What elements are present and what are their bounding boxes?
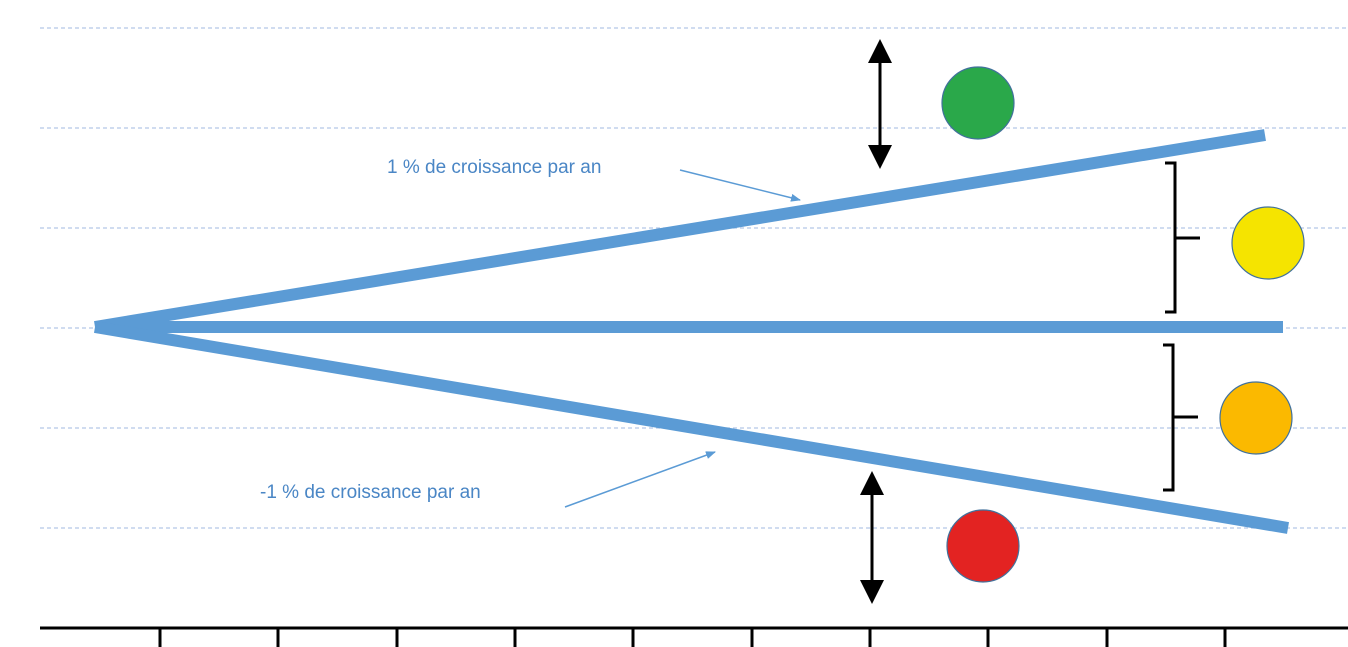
grid-lines xyxy=(40,27,1348,529)
trend-lines xyxy=(94,129,1289,534)
bracket xyxy=(1165,161,1200,314)
red-dot xyxy=(946,509,1020,583)
annotation: -1 % de croissance par an xyxy=(260,482,481,503)
yellow-dot xyxy=(1231,206,1305,280)
pointer xyxy=(564,451,716,508)
pointer xyxy=(679,169,801,202)
bracket xyxy=(1163,343,1198,492)
orange-dot xyxy=(1219,381,1293,455)
annotation: 1 % de croissance par an xyxy=(387,157,601,178)
green-dot xyxy=(941,66,1015,140)
time-axis xyxy=(40,626,1348,647)
